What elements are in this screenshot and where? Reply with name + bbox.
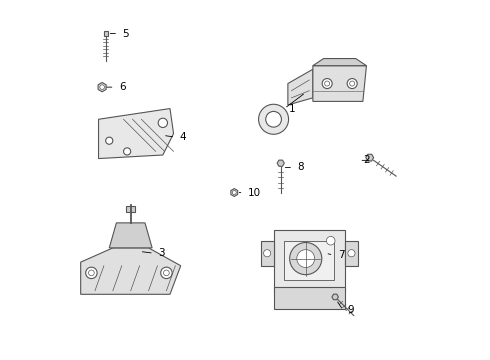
Text: 6: 6 [119,82,125,92]
Circle shape [232,190,236,194]
Polygon shape [98,82,106,92]
Bar [345,241,358,266]
Polygon shape [98,109,173,158]
Text: 1: 1 [289,104,295,113]
Text: 10: 10 [248,188,261,198]
Text: 2: 2 [364,156,370,165]
Text: 3: 3 [158,248,165,258]
Text: 9: 9 [347,305,354,315]
Polygon shape [81,248,181,294]
Circle shape [326,237,335,245]
Polygon shape [277,160,284,166]
Bar [273,230,345,291]
Polygon shape [109,223,152,248]
Circle shape [259,104,289,134]
Circle shape [89,270,94,276]
Polygon shape [366,154,374,161]
Text: 7: 7 [338,250,344,260]
Polygon shape [288,69,313,105]
Circle shape [322,78,332,89]
Circle shape [347,78,357,89]
Circle shape [158,118,168,127]
Circle shape [266,111,281,127]
Polygon shape [313,59,367,66]
Bar [273,287,345,309]
Circle shape [290,243,322,275]
Circle shape [348,249,355,257]
Text: 4: 4 [180,132,186,142]
Bar [261,241,273,266]
Bar [126,206,135,212]
Polygon shape [332,294,339,300]
Text: 8: 8 [297,162,304,172]
Circle shape [164,270,169,276]
Circle shape [325,81,330,86]
Text: 5: 5 [122,28,129,39]
Polygon shape [313,66,367,102]
Circle shape [161,267,172,279]
Bar [103,31,108,36]
Polygon shape [231,189,238,197]
Circle shape [264,249,270,257]
Circle shape [350,81,355,86]
Circle shape [106,137,113,144]
Circle shape [86,267,97,279]
Circle shape [100,85,104,89]
Bar [284,241,334,280]
Circle shape [123,148,131,155]
Circle shape [297,249,315,267]
